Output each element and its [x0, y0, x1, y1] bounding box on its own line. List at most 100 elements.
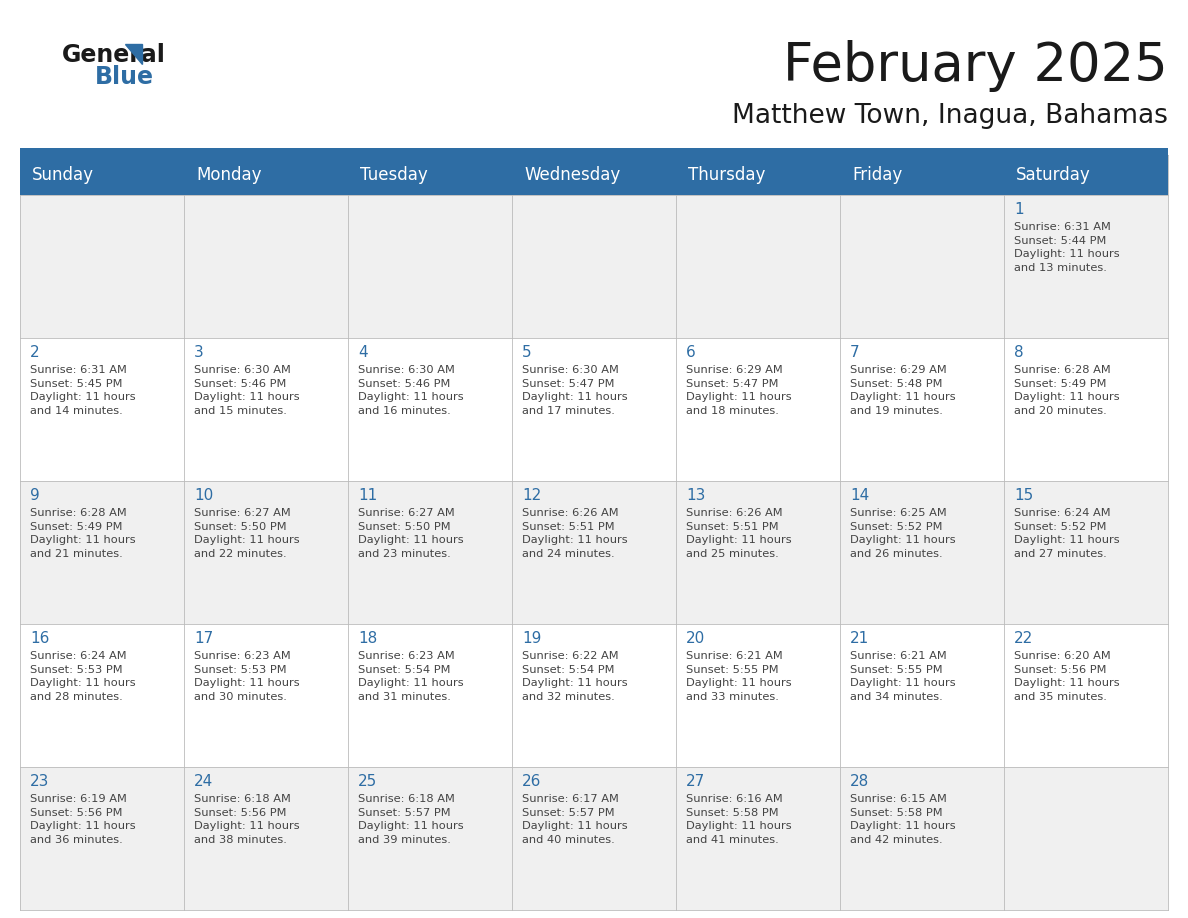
Text: Tuesday: Tuesday [360, 166, 428, 184]
Text: Matthew Town, Inagua, Bahamas: Matthew Town, Inagua, Bahamas [732, 103, 1168, 129]
Bar [184, 338, 348, 481]
Text: 10: 10 [194, 488, 214, 503]
Text: Sunrise: 6:31 AM
Sunset: 5:45 PM
Daylight: 11 hours
and 14 minutes.: Sunrise: 6:31 AM Sunset: 5:45 PM Dayligh… [30, 365, 135, 416]
Text: Sunrise: 6:28 AM
Sunset: 5:49 PM
Daylight: 11 hours
and 20 minutes.: Sunrise: 6:28 AM Sunset: 5:49 PM Dayligh… [1015, 365, 1119, 416]
Text: 8: 8 [1015, 345, 1024, 360]
Text: Sunrise: 6:19 AM
Sunset: 5:56 PM
Daylight: 11 hours
and 36 minutes.: Sunrise: 6:19 AM Sunset: 5:56 PM Dayligh… [30, 794, 135, 845]
Text: Sunrise: 6:17 AM
Sunset: 5:57 PM
Daylight: 11 hours
and 40 minutes.: Sunrise: 6:17 AM Sunset: 5:57 PM Dayligh… [522, 794, 627, 845]
Text: 22: 22 [1015, 631, 1034, 646]
Text: 13: 13 [685, 488, 706, 503]
Bar [840, 624, 1004, 767]
Text: Thursday: Thursday [688, 166, 765, 184]
Bar [1004, 624, 1168, 767]
Bar [512, 338, 676, 481]
Bar [20, 148, 1168, 155]
Bar [676, 338, 840, 481]
Text: 26: 26 [522, 774, 542, 789]
Text: Sunrise: 6:30 AM
Sunset: 5:46 PM
Daylight: 11 hours
and 16 minutes.: Sunrise: 6:30 AM Sunset: 5:46 PM Dayligh… [358, 365, 463, 416]
Text: 14: 14 [849, 488, 870, 503]
Text: 11: 11 [358, 488, 378, 503]
Bar [840, 195, 1004, 338]
Bar [840, 338, 1004, 481]
Text: 21: 21 [849, 631, 870, 646]
Text: 4: 4 [358, 345, 367, 360]
Bar [348, 624, 512, 767]
Bar [840, 481, 1004, 624]
Text: Monday: Monday [196, 166, 261, 184]
Text: General: General [62, 43, 166, 67]
Bar [512, 481, 676, 624]
Bar [1004, 767, 1168, 910]
Bar [676, 481, 840, 624]
Text: Sunrise: 6:18 AM
Sunset: 5:56 PM
Daylight: 11 hours
and 38 minutes.: Sunrise: 6:18 AM Sunset: 5:56 PM Dayligh… [194, 794, 299, 845]
Text: February 2025: February 2025 [783, 40, 1168, 92]
Text: 27: 27 [685, 774, 706, 789]
Bar [20, 338, 184, 481]
Text: Sunrise: 6:15 AM
Sunset: 5:58 PM
Daylight: 11 hours
and 42 minutes.: Sunrise: 6:15 AM Sunset: 5:58 PM Dayligh… [849, 794, 955, 845]
Bar [184, 195, 348, 338]
Bar [676, 195, 840, 338]
Text: 1: 1 [1015, 202, 1024, 217]
Text: 7: 7 [849, 345, 860, 360]
Text: Sunrise: 6:26 AM
Sunset: 5:51 PM
Daylight: 11 hours
and 25 minutes.: Sunrise: 6:26 AM Sunset: 5:51 PM Dayligh… [685, 508, 791, 559]
Text: 2: 2 [30, 345, 39, 360]
Text: Sunrise: 6:22 AM
Sunset: 5:54 PM
Daylight: 11 hours
and 32 minutes.: Sunrise: 6:22 AM Sunset: 5:54 PM Dayligh… [522, 651, 627, 701]
Text: Sunrise: 6:30 AM
Sunset: 5:46 PM
Daylight: 11 hours
and 15 minutes.: Sunrise: 6:30 AM Sunset: 5:46 PM Dayligh… [194, 365, 299, 416]
Text: 25: 25 [358, 774, 378, 789]
Bar [348, 195, 512, 338]
Text: Sunrise: 6:21 AM
Sunset: 5:55 PM
Daylight: 11 hours
and 33 minutes.: Sunrise: 6:21 AM Sunset: 5:55 PM Dayligh… [685, 651, 791, 701]
Bar [676, 767, 840, 910]
Bar [20, 624, 184, 767]
Text: Wednesday: Wednesday [524, 166, 620, 184]
Bar [512, 195, 676, 338]
Text: 24: 24 [194, 774, 214, 789]
Text: Sunrise: 6:24 AM
Sunset: 5:53 PM
Daylight: 11 hours
and 28 minutes.: Sunrise: 6:24 AM Sunset: 5:53 PM Dayligh… [30, 651, 135, 701]
Text: Sunrise: 6:20 AM
Sunset: 5:56 PM
Daylight: 11 hours
and 35 minutes.: Sunrise: 6:20 AM Sunset: 5:56 PM Dayligh… [1015, 651, 1119, 701]
Text: 5: 5 [522, 345, 531, 360]
Text: 12: 12 [522, 488, 542, 503]
Bar [348, 155, 512, 195]
Bar [676, 155, 840, 195]
Bar [184, 624, 348, 767]
Bar [840, 767, 1004, 910]
Bar [1004, 195, 1168, 338]
Bar [184, 481, 348, 624]
Text: Sunrise: 6:29 AM
Sunset: 5:48 PM
Daylight: 11 hours
and 19 minutes.: Sunrise: 6:29 AM Sunset: 5:48 PM Dayligh… [849, 365, 955, 416]
Text: Blue: Blue [95, 65, 154, 89]
Bar [348, 338, 512, 481]
Bar [184, 155, 348, 195]
Text: Sunrise: 6:23 AM
Sunset: 5:53 PM
Daylight: 11 hours
and 30 minutes.: Sunrise: 6:23 AM Sunset: 5:53 PM Dayligh… [194, 651, 299, 701]
Text: Sunrise: 6:29 AM
Sunset: 5:47 PM
Daylight: 11 hours
and 18 minutes.: Sunrise: 6:29 AM Sunset: 5:47 PM Dayligh… [685, 365, 791, 416]
Text: Sunrise: 6:16 AM
Sunset: 5:58 PM
Daylight: 11 hours
and 41 minutes.: Sunrise: 6:16 AM Sunset: 5:58 PM Dayligh… [685, 794, 791, 845]
Text: 3: 3 [194, 345, 204, 360]
Bar [184, 767, 348, 910]
Text: 15: 15 [1015, 488, 1034, 503]
Text: Sunrise: 6:25 AM
Sunset: 5:52 PM
Daylight: 11 hours
and 26 minutes.: Sunrise: 6:25 AM Sunset: 5:52 PM Dayligh… [849, 508, 955, 559]
Text: Sunrise: 6:26 AM
Sunset: 5:51 PM
Daylight: 11 hours
and 24 minutes.: Sunrise: 6:26 AM Sunset: 5:51 PM Dayligh… [522, 508, 627, 559]
Text: 6: 6 [685, 345, 696, 360]
Text: 16: 16 [30, 631, 50, 646]
Text: Sunrise: 6:30 AM
Sunset: 5:47 PM
Daylight: 11 hours
and 17 minutes.: Sunrise: 6:30 AM Sunset: 5:47 PM Dayligh… [522, 365, 627, 416]
Text: Sunrise: 6:31 AM
Sunset: 5:44 PM
Daylight: 11 hours
and 13 minutes.: Sunrise: 6:31 AM Sunset: 5:44 PM Dayligh… [1015, 222, 1119, 273]
Text: 20: 20 [685, 631, 706, 646]
Text: Sunrise: 6:27 AM
Sunset: 5:50 PM
Daylight: 11 hours
and 22 minutes.: Sunrise: 6:27 AM Sunset: 5:50 PM Dayligh… [194, 508, 299, 559]
Bar [1004, 155, 1168, 195]
Bar [348, 767, 512, 910]
Bar [512, 767, 676, 910]
Text: Sunrise: 6:23 AM
Sunset: 5:54 PM
Daylight: 11 hours
and 31 minutes.: Sunrise: 6:23 AM Sunset: 5:54 PM Dayligh… [358, 651, 463, 701]
Text: 9: 9 [30, 488, 39, 503]
Text: Sunrise: 6:21 AM
Sunset: 5:55 PM
Daylight: 11 hours
and 34 minutes.: Sunrise: 6:21 AM Sunset: 5:55 PM Dayligh… [849, 651, 955, 701]
Text: 23: 23 [30, 774, 50, 789]
Bar [1004, 338, 1168, 481]
Text: 18: 18 [358, 631, 378, 646]
Bar [840, 155, 1004, 195]
Text: Sunrise: 6:28 AM
Sunset: 5:49 PM
Daylight: 11 hours
and 21 minutes.: Sunrise: 6:28 AM Sunset: 5:49 PM Dayligh… [30, 508, 135, 559]
Text: Sunday: Sunday [32, 166, 94, 184]
Bar [676, 624, 840, 767]
Bar [20, 155, 184, 195]
Bar [512, 155, 676, 195]
Text: Friday: Friday [852, 166, 902, 184]
Text: 28: 28 [849, 774, 870, 789]
Text: Saturday: Saturday [1016, 166, 1091, 184]
Text: 19: 19 [522, 631, 542, 646]
